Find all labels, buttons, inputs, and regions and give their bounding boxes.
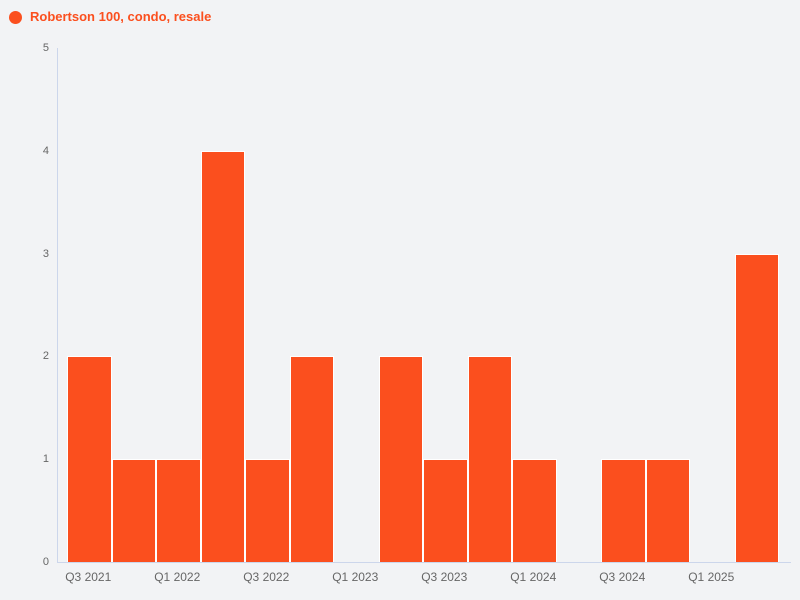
bar-q3-2022[interactable] [245, 459, 290, 562]
bar-q2-2022[interactable] [200, 150, 245, 562]
bar-q3-2021[interactable] [67, 356, 112, 562]
bar-q3-2024[interactable] [601, 459, 646, 562]
y-tick-label: 5 [42, 42, 49, 54]
legend-item[interactable]: Robertson 100, condo, resale [9, 9, 211, 25]
bar-q3-2023[interactable] [423, 459, 468, 562]
y-tick-label: 1 [42, 453, 49, 466]
x-tick-label: Q1 2022 [154, 570, 201, 584]
legend-label: Robertson 100, condo, resale [30, 9, 212, 24]
x-tick-label: Q3 2022 [243, 570, 290, 584]
bar-q4-2024[interactable] [645, 459, 690, 562]
plot-area [57, 48, 791, 563]
x-tick-label: Q3 2021 [65, 570, 112, 584]
x-tick-label: Q1 2024 [510, 570, 557, 584]
x-tick-label: Q1 2025 [688, 570, 735, 584]
y-tick-label: 0 [42, 556, 49, 568]
bar-q2-2023[interactable] [378, 356, 423, 562]
bar-q4-2023[interactable] [467, 356, 512, 562]
y-tick-label: 3 [42, 247, 49, 260]
y-tick-label: 4 [42, 144, 49, 157]
bar-q1-2022[interactable] [156, 459, 201, 562]
x-tick-label: Q3 2024 [599, 570, 646, 584]
y-tick-label: 2 [42, 350, 49, 363]
x-tick-label: Q1 2023 [332, 570, 379, 584]
bar-q1-2024[interactable] [512, 459, 557, 562]
bar-q4-2021[interactable] [111, 459, 156, 562]
bar-q4-2022[interactable] [289, 356, 334, 562]
x-tick-label: Q3 2023 [421, 570, 468, 584]
series-marker-icon [9, 10, 22, 24]
bar-q2-2025[interactable] [734, 253, 779, 562]
